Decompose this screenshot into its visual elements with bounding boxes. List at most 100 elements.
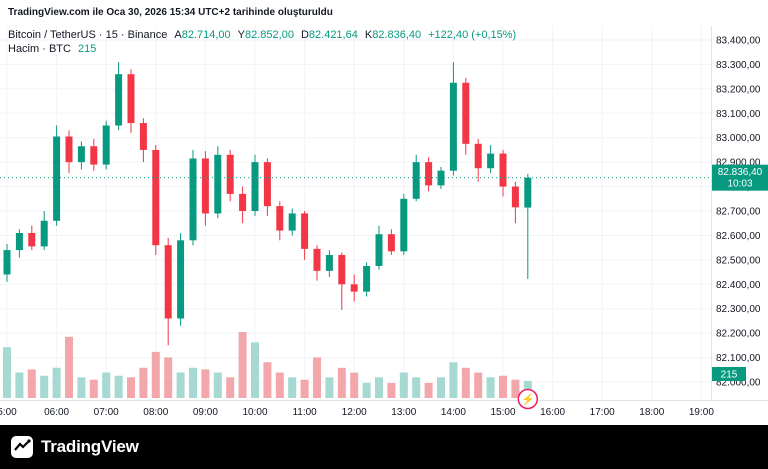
price-axis-label: 82.300,00 (716, 304, 761, 315)
current-price-badge (712, 164, 768, 191)
candle-body (77, 146, 85, 163)
candle-body (201, 158, 209, 214)
close-value: 82.836,40 (372, 29, 422, 41)
volume-bar (238, 332, 247, 398)
candle-body (226, 154, 234, 194)
candle-body (276, 206, 284, 231)
volume-bar (15, 372, 24, 398)
price-axis-label: 82.100,00 (716, 353, 761, 364)
volume-bar (325, 377, 334, 398)
volume-badge (712, 367, 746, 381)
price-axis-label: 82.500,00 (716, 255, 761, 266)
candle-body (115, 74, 123, 126)
candle-body (350, 284, 358, 292)
price-axis-label: 82.700,00 (716, 207, 761, 218)
volume-bar (164, 357, 173, 398)
price-chart-svg: 5:00 06:00 07:00 08:00 09:00 10:00 11:00 12:00 1… (0, 26, 768, 418)
volume-bar (52, 367, 61, 398)
volume-bar (27, 369, 36, 398)
tradingview-logo-text: TradingView (41, 437, 139, 456)
volume-bar (362, 382, 371, 398)
volume-badge-value: 215 (721, 370, 738, 381)
candle-body (387, 234, 395, 252)
current-price-badge-value: 82.836,40 (718, 167, 763, 178)
candle-body (400, 198, 408, 252)
symbol-title: Bitcoin / TetherUS · 15 · Binance (8, 29, 168, 41)
candle-body (263, 162, 271, 207)
volume-bar (263, 362, 272, 398)
candle-body (313, 248, 321, 271)
time-axis-label: 14:00 (441, 407, 466, 418)
volume-bar (300, 379, 309, 398)
volume-bar (213, 372, 222, 398)
volume-bar (461, 367, 470, 398)
high-label: Y (237, 29, 246, 41)
price-change: +122,40 (+0,15%) (428, 29, 517, 41)
time-axis-label: 11:00 (292, 407, 317, 418)
volume-bar (511, 379, 520, 398)
low-value: 82.421,64 (308, 29, 358, 41)
candle-body (214, 154, 222, 214)
volume-bar (65, 336, 73, 398)
low-label: D (300, 29, 309, 41)
candle-body (139, 123, 147, 150)
volume-bar (424, 382, 433, 398)
candle-body (338, 254, 346, 285)
time-axis-label: 08:00 (143, 407, 168, 418)
candle-body (511, 186, 519, 208)
candle-body (53, 136, 61, 221)
volume-bar (412, 377, 421, 398)
flash-marker (517, 388, 539, 410)
candle-body (449, 82, 457, 171)
footer-bar: TradingView (0, 425, 768, 469)
candle-body (524, 177, 532, 208)
volume-bar (139, 367, 148, 398)
candle-body (239, 193, 247, 211)
price-axis-label: 82.400,00 (716, 280, 761, 291)
candle-body (301, 213, 309, 249)
open-value: 82.714,00 (181, 29, 231, 41)
volume-bar (77, 377, 86, 398)
price-axis-label: 82.000,00 (716, 378, 761, 389)
time-axis-label: 12:00 (342, 407, 367, 418)
price-axis-label: 82.600,00 (716, 231, 761, 242)
volume-bar (399, 372, 408, 398)
volume-bar (275, 372, 284, 398)
candle-body (28, 232, 36, 247)
candle-body (90, 146, 98, 165)
candle-body (251, 162, 259, 211)
volume-bar (40, 375, 49, 398)
volume-bar (437, 377, 445, 398)
high-value: 82.852,00 (245, 29, 294, 41)
volume-bar (337, 367, 346, 398)
candle-body (425, 162, 433, 186)
time-axis-label: 09:00 (193, 407, 218, 418)
volume-value: 215 (77, 43, 97, 55)
tradingview-logo[interactable]: TradingView (10, 435, 139, 459)
volume-bar (3, 347, 11, 398)
candle-body (363, 265, 371, 292)
volume-bar (102, 372, 111, 398)
volume-bar (375, 377, 383, 398)
attribution-text: TradingView.com ile Oca 30, 2026 15:34 U… (8, 7, 333, 18)
open-label: A (174, 29, 182, 41)
candle-body (40, 220, 48, 247)
chart-area: 5:00 06:00 07:00 08:00 09:00 10:00 11:00 12:00 1… (0, 26, 768, 425)
volume-bar (226, 377, 235, 398)
candle-body (177, 240, 185, 319)
volume-bar (127, 377, 135, 398)
volume-bar (151, 351, 160, 398)
time-axis-label: 19:00 (689, 407, 714, 418)
volume-bar (201, 369, 210, 398)
chart-legend: Bitcoin / TetherUS · 15 · Binance A82.714… (8, 28, 516, 56)
legend-row-symbol: Bitcoin / TetherUS · 15 · Binance A82.714… (8, 28, 516, 42)
candle-body (152, 149, 160, 246)
candle-body (127, 74, 135, 124)
volume-bar (288, 377, 297, 398)
volume-bar (486, 377, 495, 398)
candle-body (65, 136, 73, 163)
candle-body (325, 254, 333, 271)
candle-body (288, 213, 296, 231)
candle-body (164, 245, 172, 319)
